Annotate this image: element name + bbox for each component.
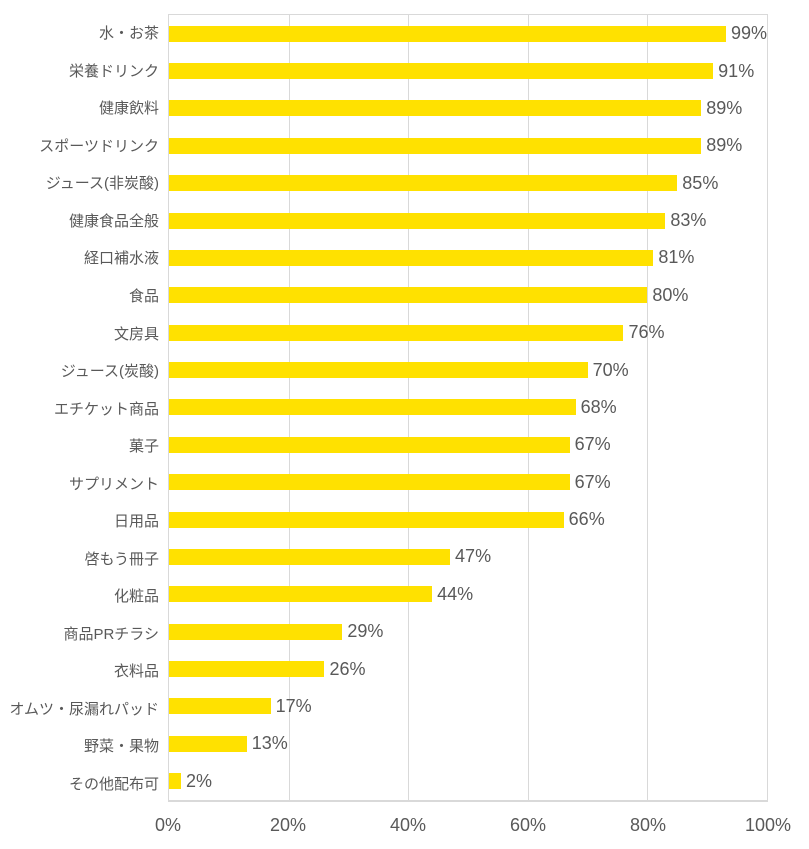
bar-value-label: 17% xyxy=(275,695,312,716)
category-label: 野菜・果物 xyxy=(83,738,159,756)
bar xyxy=(169,474,570,491)
category-label: 栄養ドリンク xyxy=(68,62,159,80)
bar-row: 89% xyxy=(169,127,767,164)
bar-row: 70% xyxy=(169,351,767,388)
bar xyxy=(169,63,714,80)
y-axis-labels: 水・お茶栄養ドリンク健康飲料スポーツドリンク ジュース(非炭酸) 健康食品全般経口補… xyxy=(0,14,168,802)
category-label: その他配布可 xyxy=(68,775,159,793)
bar-row: 44% xyxy=(169,576,767,613)
bar-value-label: 44% xyxy=(437,583,474,604)
category-label: 健康食品全般 xyxy=(68,212,159,230)
bar-value-label: 70% xyxy=(592,359,629,380)
bar-value-label: 76% xyxy=(628,322,665,343)
bar-value-label: 13% xyxy=(251,733,288,754)
category-label: 菓子 xyxy=(128,438,159,456)
category-label: 経口補水液 xyxy=(83,250,159,268)
bar-row: 67% xyxy=(169,464,767,501)
category-label: 啓もう冊子 xyxy=(84,550,159,568)
category-label: ジュース(非炭酸) xyxy=(45,175,159,193)
bar xyxy=(169,175,678,192)
bar xyxy=(169,623,343,640)
bar xyxy=(169,661,325,678)
category-label: サプリメント xyxy=(68,475,159,493)
bar-value-label: 29% xyxy=(347,621,384,642)
bar xyxy=(169,324,624,341)
category-label: 水・お茶 xyxy=(98,25,159,43)
bar-value-label: 68% xyxy=(580,396,617,417)
bar-value-label: 26% xyxy=(329,658,366,679)
x-axis-tick-label: 20% xyxy=(269,815,307,835)
bar-row: 66% xyxy=(169,501,767,538)
bar-value-label: 89% xyxy=(706,135,743,156)
bar xyxy=(169,698,271,715)
category-label: エチケット商品 xyxy=(53,400,159,418)
bar-row: 81% xyxy=(169,239,767,276)
bar-value-label: 85% xyxy=(682,172,719,193)
bar-value-label: 89% xyxy=(706,97,743,118)
bar-row: 91% xyxy=(169,52,767,89)
category-label: 日用品 xyxy=(113,513,159,531)
bar-value-label: 66% xyxy=(568,509,605,530)
bar-row: 2% xyxy=(169,763,767,800)
bar xyxy=(169,287,648,304)
bar-row: 76% xyxy=(169,314,767,351)
bar-row: 29% xyxy=(169,613,767,650)
gridline xyxy=(647,15,649,800)
bar xyxy=(169,25,726,42)
bar-value-label: 47% xyxy=(455,546,492,567)
bar xyxy=(169,735,247,752)
category-label: 健康飲料 xyxy=(98,100,159,118)
bar-value-label: 81% xyxy=(658,247,695,268)
bar-row: 68% xyxy=(169,389,767,426)
bar-row: 83% xyxy=(169,202,767,239)
bar-row: 99% xyxy=(169,15,767,52)
category-label: スポーツドリンク xyxy=(39,137,159,155)
bar-value-label: 91% xyxy=(718,60,755,81)
bar-value-label: 99% xyxy=(730,23,767,44)
bar-row: 80% xyxy=(169,277,767,314)
plot-area: 99% 91% 89% 89% 85% 83% 81% 80% 76% 70% 68% 67% 67% 6… xyxy=(168,14,768,802)
category-label: 衣料品 xyxy=(113,663,159,681)
bar-row: 13% xyxy=(169,725,767,762)
x-axis-tick-label: 40% xyxy=(389,815,427,835)
bar xyxy=(169,212,666,229)
x-axis-tick-label: 60% xyxy=(509,815,547,835)
x-axis-tick-label: 0% xyxy=(154,815,182,835)
bar-row: 26% xyxy=(169,650,767,687)
bar-value-label: 67% xyxy=(574,471,611,492)
bar-row: 85% xyxy=(169,165,767,202)
bar xyxy=(169,773,181,790)
bar-value-label: 83% xyxy=(670,210,707,231)
bar-row: 17% xyxy=(169,688,767,725)
bar xyxy=(169,548,451,565)
bar xyxy=(169,399,576,416)
bar xyxy=(169,436,570,453)
bar-row: 89% xyxy=(169,90,767,127)
category-label: 食品 xyxy=(128,287,159,305)
category-label: ジュース(炭酸) xyxy=(60,363,159,381)
bar xyxy=(169,586,433,603)
bar-value-label: 67% xyxy=(574,434,611,455)
bar xyxy=(169,362,588,379)
category-label: 商品PRチラシ xyxy=(63,625,159,643)
x-axis-tick-label: 100% xyxy=(744,815,792,835)
bar-value-label: 2% xyxy=(185,770,212,791)
bar-value-label: 80% xyxy=(652,284,689,305)
x-axis: 0% 20% 40% 60% 80% 100% xyxy=(155,810,791,842)
category-label: オムツ・尿漏れパッド xyxy=(9,700,159,718)
bar-row: 67% xyxy=(169,426,767,463)
bar xyxy=(169,249,654,266)
bar xyxy=(169,137,702,154)
bar xyxy=(169,100,702,117)
chart-body: 水・お茶栄養ドリンク健康飲料スポーツドリンク ジュース(非炭酸) 健康食品全般経口補… xyxy=(0,14,768,802)
category-label: 文房具 xyxy=(113,325,159,343)
category-label: 化粧品 xyxy=(113,588,159,606)
bar-row: 47% xyxy=(169,538,767,575)
bar xyxy=(169,511,564,528)
x-axis-tick-label: 80% xyxy=(629,815,667,835)
